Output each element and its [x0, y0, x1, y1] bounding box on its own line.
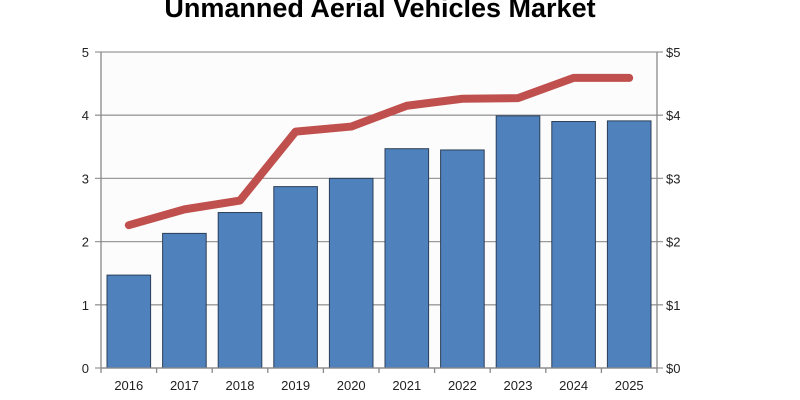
x-tick-label: 2025: [615, 378, 644, 393]
bar-2024: [551, 121, 596, 369]
bar-2025: [606, 120, 652, 369]
x-tick-label: 2023: [504, 378, 533, 393]
price-line: [124, 73, 634, 230]
right-tick-label: $4: [666, 108, 680, 123]
bar-2023: [495, 115, 541, 369]
bar-2017: [162, 232, 207, 369]
bar-2022: [440, 149, 485, 369]
left-tick-label: 1: [82, 298, 89, 313]
left-tick-label: 0: [82, 361, 89, 376]
x-tick-label: 2020: [337, 378, 366, 393]
bar-2021: [384, 148, 430, 369]
left-tick-label: 5: [82, 45, 89, 60]
x-tick-label: 2019: [281, 378, 310, 393]
bar-2018: [217, 212, 263, 369]
left-tick-label: 2: [82, 235, 89, 250]
left-tick-label: 4: [82, 108, 89, 123]
left-tick-label: 3: [82, 171, 89, 186]
x-tick-label: 2016: [114, 378, 143, 393]
bar-2016: [106, 274, 152, 369]
right-tick-label: $1: [666, 298, 680, 313]
bar-2019: [273, 186, 318, 369]
right-tick-label: $5: [666, 45, 680, 60]
x-tick-label: 2018: [226, 378, 255, 393]
right-tick-label: $3: [666, 171, 680, 186]
right-tick-label: $0: [666, 361, 680, 376]
bar-2020: [328, 177, 374, 369]
x-tick-label: 2017: [170, 378, 199, 393]
x-tick-label: 2022: [448, 378, 477, 393]
x-tick-label: 2024: [559, 378, 588, 393]
x-tick-label: 2021: [392, 378, 421, 393]
chart-title: Unmanned Aerial Vehicles Market: [164, 0, 595, 23]
right-tick-label: $2: [666, 235, 680, 250]
